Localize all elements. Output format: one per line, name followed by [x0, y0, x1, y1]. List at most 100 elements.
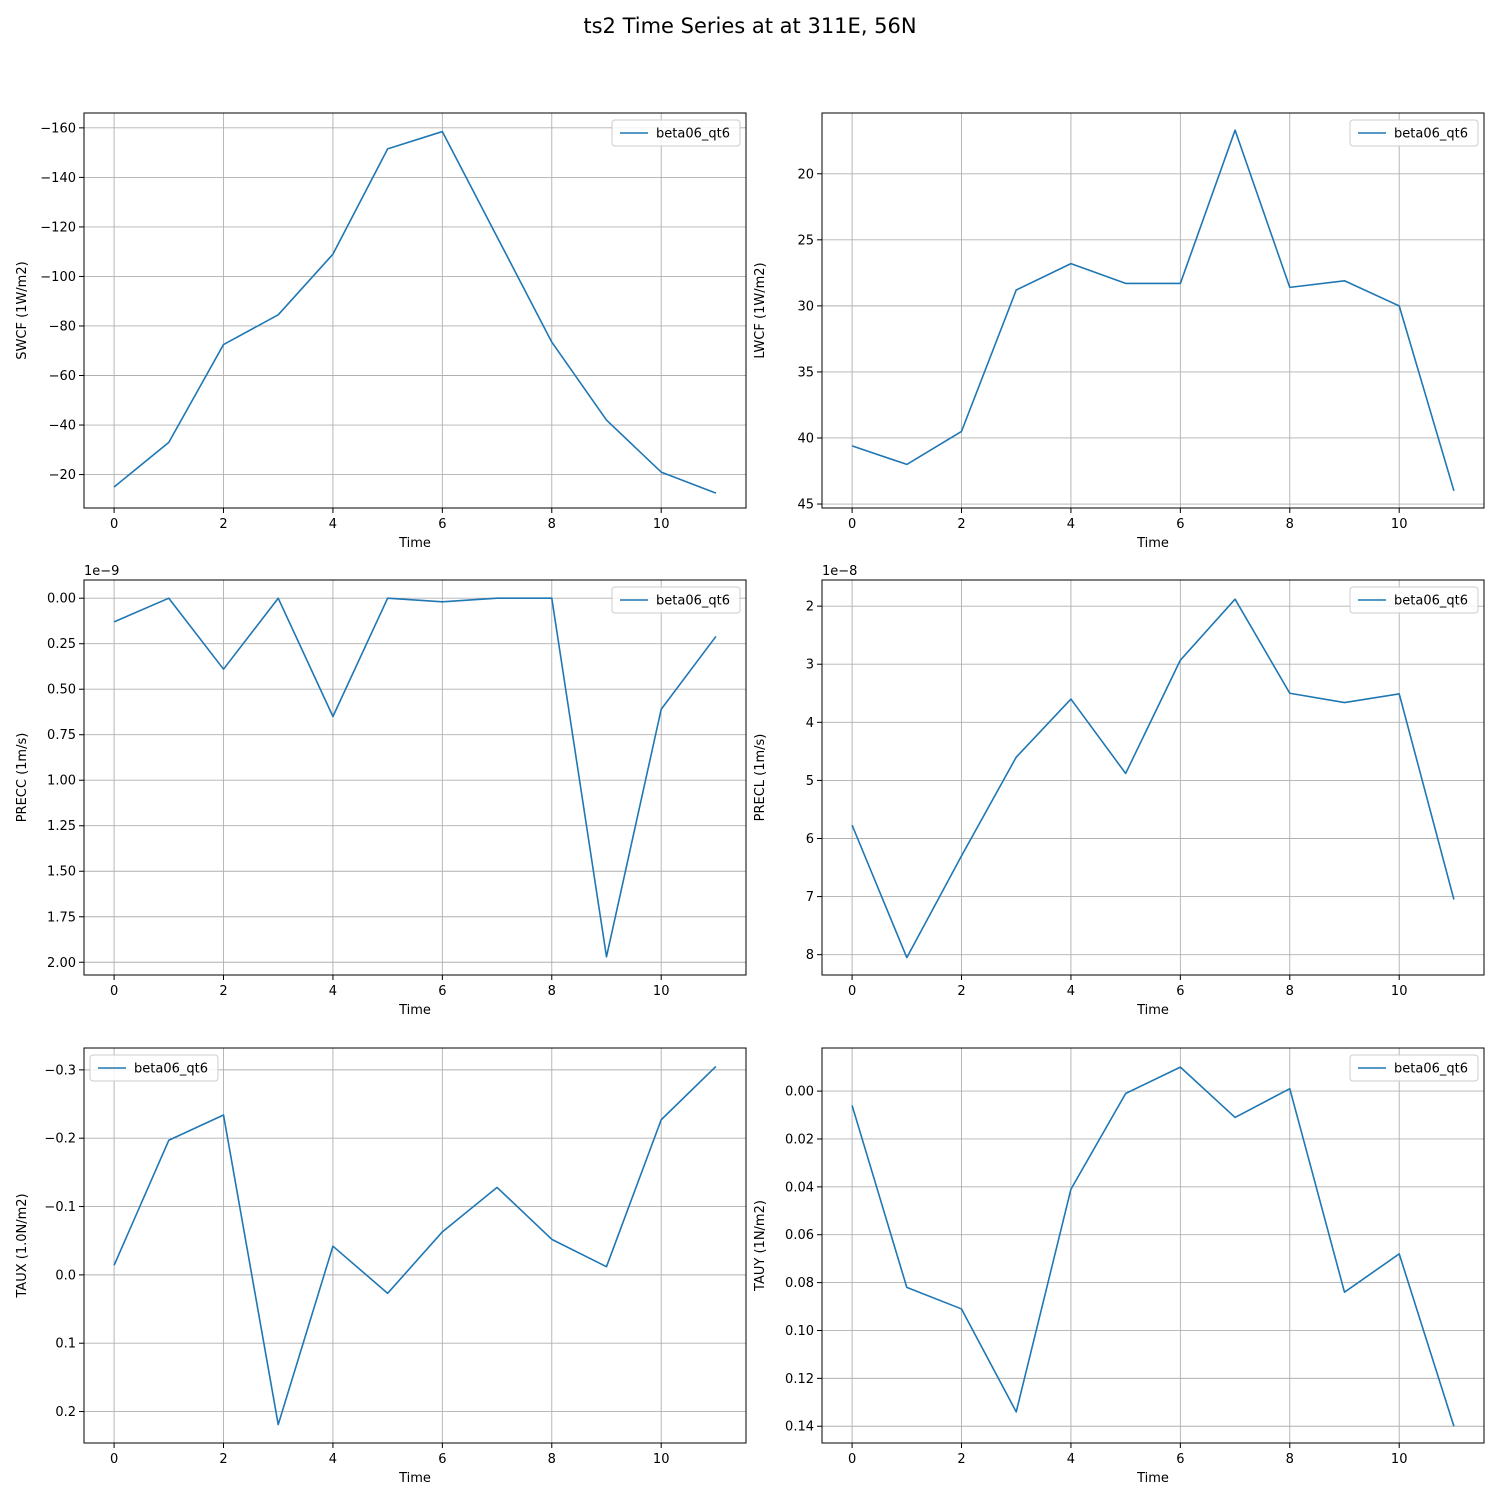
- legend: beta06_qt6: [1349, 586, 1479, 614]
- y-tick-label: 0.08: [785, 1276, 814, 1291]
- y-tick-label: 35: [797, 365, 814, 380]
- axes-frame: [821, 112, 1485, 509]
- y-tick-label: −20: [49, 468, 76, 483]
- legend-label: beta06_qt6: [656, 594, 730, 609]
- y-tick-label: 0.2: [55, 1405, 76, 1420]
- y-axis-label: LWCF (1W/m2): [753, 262, 768, 358]
- x-tick-label: 0: [848, 1452, 856, 1467]
- series-line-beta06_qt6: [113, 130, 717, 494]
- y-tick-label: 3: [806, 658, 814, 673]
- y-tick-label: −0.3: [44, 1063, 76, 1078]
- y-axis-label: TAUX (1.0N/m2): [15, 1193, 30, 1298]
- legend-box: [1349, 586, 1479, 614]
- y-tick-label: 7: [806, 890, 814, 905]
- x-axis-label: Time: [1136, 536, 1169, 551]
- y-tick-label: 0.0: [55, 1268, 76, 1283]
- y-tick-label: −80: [49, 319, 76, 334]
- x-tick-label: 4: [1067, 1452, 1075, 1467]
- x-tick-label: 8: [1286, 517, 1294, 532]
- y-tick-label: 0.75: [47, 728, 76, 743]
- x-tick-label: 6: [438, 984, 446, 999]
- series-line-beta06_qt6: [851, 129, 1455, 492]
- y-tick-label: 0.25: [47, 637, 76, 652]
- series-line-beta06_qt6: [851, 1066, 1455, 1427]
- subplot-6: 0 2 4 6 8 10 0.00 0.02 0.04 0.06 0.08 0.10 0.12 0.14 T…: [753, 1047, 1485, 1486]
- legend-label: beta06_qt6: [656, 127, 730, 142]
- x-tick-label: 6: [438, 517, 446, 532]
- y-tick-label: 0.06: [785, 1228, 814, 1243]
- x-tick-label: 6: [438, 1452, 446, 1467]
- x-tick-label: 10: [1391, 517, 1408, 532]
- y-axis-label: PRECC (1m/s): [15, 733, 30, 823]
- y-tick-label: −160: [40, 121, 76, 136]
- series-line-beta06_qt6: [851, 598, 1455, 959]
- x-tick-label: 8: [548, 984, 556, 999]
- subplot-2: 0 2 4 6 8 10 20 25 30 35 40 45 Time LWCF (1W/m2) beta0…: [753, 112, 1485, 551]
- y-axis-label: PRECL (1m/s): [753, 734, 768, 822]
- y-tick-label: 45: [797, 498, 814, 513]
- x-tick-label: 8: [548, 1452, 556, 1467]
- y-tick-label: −0.2: [44, 1132, 76, 1147]
- y-tick-label: 5: [806, 774, 814, 789]
- y-tick-label: 0.14: [785, 1420, 814, 1435]
- y-tick-label: −60: [49, 369, 76, 384]
- y-tick-label: 2: [806, 600, 814, 615]
- y-tick-label: 30: [797, 299, 814, 314]
- y-tick-label: 1.25: [47, 819, 76, 834]
- y-tick-label: 1.00: [47, 774, 76, 789]
- x-axis-label: Time: [1136, 1471, 1169, 1486]
- y-tick-label: 0.12: [785, 1372, 814, 1387]
- y-tick-label: 20: [797, 167, 814, 182]
- y-tick-label: 1.75: [47, 910, 76, 925]
- x-tick-label: 8: [548, 517, 556, 532]
- series-line-beta06_qt6: [113, 1065, 717, 1426]
- x-tick-label: 0: [110, 517, 118, 532]
- y-tick-label: 0.02: [785, 1132, 814, 1147]
- x-tick-label: 2: [957, 1452, 965, 1467]
- x-tick-label: 6: [1176, 517, 1184, 532]
- y-tick-label: 0.00: [785, 1085, 814, 1100]
- subplot-5: 0 2 4 6 8 10 −0.3 −0.2 −0.1 0.0 0.1 0.2 Time TAUX (1.…: [15, 1047, 747, 1486]
- y-offset-label: 1e−8: [822, 564, 857, 579]
- y-tick-label: 0.50: [47, 683, 76, 698]
- axes-frame: [821, 579, 1485, 976]
- y-axis-label: TAUY (1N/m2): [753, 1200, 768, 1292]
- x-tick-label: 10: [653, 517, 670, 532]
- x-tick-label: 0: [110, 984, 118, 999]
- legend-box: [1349, 119, 1479, 147]
- x-axis-label: Time: [398, 1471, 431, 1486]
- x-tick-label: 4: [329, 517, 337, 532]
- legend-label: beta06_qt6: [1394, 594, 1468, 609]
- x-tick-label: 10: [653, 1452, 670, 1467]
- x-tick-label: 8: [1286, 984, 1294, 999]
- y-tick-label: 4: [806, 716, 814, 731]
- y-tick-label: 0.00: [47, 592, 76, 607]
- figure-title: ts2 Time Series at at 311E, 56N: [583, 14, 917, 38]
- legend-label: beta06_qt6: [134, 1062, 208, 1077]
- legend-box: [611, 586, 741, 614]
- x-tick-label: 4: [329, 1452, 337, 1467]
- y-offset-label: 1e−9: [84, 564, 119, 579]
- x-tick-label: 2: [219, 1452, 227, 1467]
- y-tick-label: 6: [806, 832, 814, 847]
- x-tick-label: 6: [1176, 984, 1184, 999]
- legend-box: [611, 119, 741, 147]
- x-tick-label: 2: [957, 984, 965, 999]
- axes-frame: [821, 1047, 1485, 1444]
- subplot-3: 0 2 4 6 8 10 0.00 0.25 0.50 0.75 1.00 1.25 1.50 1.75 2…: [15, 564, 747, 1018]
- y-tick-label: −40: [49, 419, 76, 434]
- y-tick-label: −0.1: [44, 1200, 76, 1215]
- x-tick-label: 0: [110, 1452, 118, 1467]
- x-tick-label: 2: [957, 517, 965, 532]
- axes-frame: [83, 112, 747, 509]
- x-tick-label: 4: [1067, 517, 1075, 532]
- legend-label: beta06_qt6: [1394, 127, 1468, 142]
- x-axis-label: Time: [398, 536, 431, 551]
- subplot-1: 0 2 4 6 8 10 −160 −140 −120 −100 −80 −60 −40 −20 Time S…: [15, 112, 747, 551]
- x-tick-label: 0: [848, 984, 856, 999]
- y-axis-label: SWCF (1W/m2): [15, 261, 30, 359]
- y-tick-label: 8: [806, 948, 814, 963]
- x-axis-label: Time: [1136, 1003, 1169, 1018]
- y-tick-label: 40: [797, 431, 814, 446]
